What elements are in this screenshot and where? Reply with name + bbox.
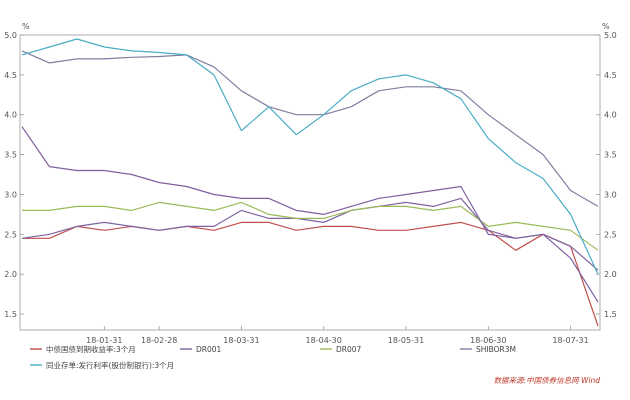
y-tick-label-right: 2.0	[604, 270, 617, 279]
x-tick-label: 18-05-31	[388, 336, 424, 345]
y-tick-label-left: 4.5	[4, 71, 17, 80]
y-tick-label-right: 4.5	[604, 71, 617, 80]
y-unit-left: %	[22, 22, 30, 31]
legend-item-1: DR001	[196, 345, 222, 354]
x-tick-label: 18-07-31	[552, 336, 588, 345]
y-tick-label-right: 4.0	[604, 111, 617, 120]
series-line-5	[21, 126, 599, 303]
y-tick-label-right: 3.0	[604, 190, 617, 199]
x-tick-label: 18-04-30	[306, 336, 342, 345]
x-tick-label: 18-03-31	[223, 336, 259, 345]
legend-item-4: 同业存单:发行利率(股份制银行):3个月	[46, 360, 174, 370]
y-unit-right: %	[602, 22, 610, 31]
x-tick-label: 18-06-30	[470, 336, 506, 345]
legend-item-2: DR007	[336, 345, 362, 354]
y-tick-label-right: 3.5	[604, 151, 617, 160]
legend-item-3: SHIBOR3M	[476, 345, 516, 354]
x-tick-label: 18-02-28	[141, 336, 177, 345]
source-note: 数据来源:中国债券信息网 Wind	[494, 376, 601, 385]
series-line-4	[21, 38, 599, 275]
legend-item-0: 中债国债到期收益率:3个月	[46, 344, 136, 354]
series-line-0	[22, 221, 599, 327]
plot-frame	[19, 34, 601, 331]
series-line-3	[21, 50, 599, 207]
axes: % %5.0 5.04.5 4.54.0 4.03.5 3.53.0 3.02.5 2.52.…	[4, 22, 616, 345]
series-line-2	[22, 201, 599, 251]
y-tick-label-left: 3.0	[4, 190, 17, 199]
y-tick-label-left: 1.5	[4, 310, 17, 319]
x-tick-label: 18-01-31	[86, 336, 122, 345]
legend: 中债国债到期收益率:3个月 DR001 DR007 SHIBOR3M 同业存单:发行利率…	[30, 344, 516, 370]
y-tick-label-left: 2.5	[4, 230, 17, 239]
y-tick-label-left: 5.0	[4, 31, 17, 40]
y-tick-label-left: 3.5	[4, 151, 17, 160]
series-line-1	[21, 197, 599, 271]
y-tick-label-left: 2.0	[4, 270, 17, 279]
series-layer	[21, 38, 599, 327]
y-tick-label-right: 1.5	[604, 310, 617, 319]
y-tick-label-right: 5.0	[604, 31, 617, 40]
y-tick-label-left: 4.0	[4, 111, 17, 120]
y-tick-label-right: 2.5	[604, 230, 617, 239]
